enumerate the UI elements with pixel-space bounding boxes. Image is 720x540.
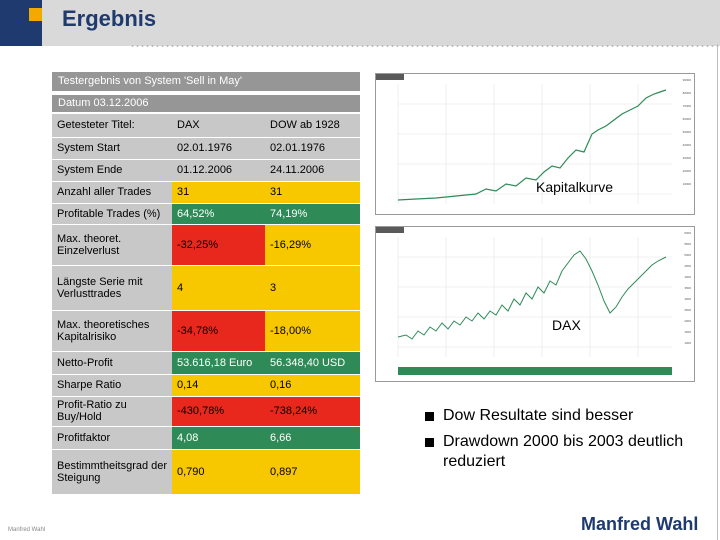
row-value-dax: -34,78% [172, 310, 265, 352]
y-tick: 4000 [684, 275, 691, 279]
row-value-dax: 0,790 [172, 449, 265, 495]
row-value-dax: -430,78% [172, 396, 265, 427]
row-value-dow: 56.348,40 USD [265, 351, 360, 375]
row-value-dow: -738,24% [265, 396, 360, 427]
row-label: Profitfaktor [52, 426, 172, 450]
row-label: Netto-Profit [52, 351, 172, 375]
bullet-text: Drawdown 2000 bis 2003 deutlich reduzier… [443, 433, 684, 470]
table-date: Datum 03.12.2006 [52, 95, 360, 112]
dax-chart: 6000 5500 5000 4500 4000 3500 3000 2500 … [375, 226, 695, 382]
table-row: Anzahl aller Trades 31 31 [52, 181, 360, 204]
row-value-dow: 6,66 [265, 426, 360, 450]
y-tick: 1500 [684, 330, 691, 334]
row-value-dax: DAX [172, 114, 265, 138]
page-title: Ergebnis [62, 6, 157, 31]
row-label: Getesteter Titel: [52, 114, 172, 138]
table-row: Profit-Ratio zu Buy/Hold -430,78% -738,2… [52, 396, 360, 427]
table-row: Profitfaktor 4,08 6,66 [52, 426, 360, 450]
y-tick: 1000 [684, 341, 691, 345]
bullet-list: Dow Resultate sind besser Drawdown 2000 … [425, 406, 693, 478]
results-table: Getesteter Titel: DAX DOW ab 1928 System… [52, 114, 360, 495]
row-value-dax: -32,25% [172, 224, 265, 266]
row-value-dow: 24.11.2006 [265, 159, 360, 182]
row-value-dow: 02.01.1976 [265, 137, 360, 160]
row-value-dax: 4,08 [172, 426, 265, 450]
table-row: Max. theoretisches Kapitalrisiko -34,78%… [52, 310, 360, 352]
equity-curve-label: Kapitalkurve [536, 179, 614, 195]
row-value-dow: 74,19% [265, 203, 360, 225]
row-label: Profitable Trades (%) [52, 203, 172, 225]
bullet-item: Drawdown 2000 bis 2003 deutlich reduzier… [425, 432, 693, 472]
y-tick: 6000 [684, 231, 691, 235]
y-tick: 10000 [682, 182, 691, 186]
row-value-dow: 31 [265, 181, 360, 204]
dax-plot [397, 237, 672, 375]
y-tick: 70000 [682, 104, 691, 108]
y-tick: 5000 [684, 253, 691, 257]
row-label: Anzahl aller Trades [52, 181, 172, 204]
bullet-text: Dow Resultate sind besser [443, 407, 634, 424]
row-label: System Ende [52, 159, 172, 182]
equity-curve-chart: 90000 80000 70000 60000 50000 40000 3000… [375, 73, 695, 215]
row-value-dax: 01.12.2006 [172, 159, 265, 182]
row-value-dow: -18,00% [265, 310, 360, 352]
y-tick: 40000 [682, 143, 691, 147]
y-tick: 3000 [684, 297, 691, 301]
row-value-dow: 0,897 [265, 449, 360, 495]
row-value-dax: 02.01.1976 [172, 137, 265, 160]
row-label: Profit-Ratio zu Buy/Hold [52, 396, 172, 427]
y-tick: 20000 [682, 169, 691, 173]
row-label: System Start [52, 137, 172, 160]
row-value-dax: 53.616,18 Euro [172, 351, 265, 375]
right-divider [717, 44, 718, 540]
y-tick: 2500 [684, 308, 691, 312]
bullet-square-icon [425, 412, 434, 421]
logo-square-blue [0, 0, 42, 46]
y-tick: 2000 [684, 319, 691, 323]
dax-label: DAX [552, 317, 581, 333]
table-row: System Start 02.01.1976 02.01.1976 [52, 137, 360, 160]
table-row: Netto-Profit 53.616,18 Euro 56.348,40 US… [52, 351, 360, 375]
row-label: Max. theoretisches Kapitalrisiko [52, 310, 172, 352]
y-tick: 50000 [682, 130, 691, 134]
row-value-dax: 31 [172, 181, 265, 204]
y-tick: 90000 [682, 78, 691, 82]
y-tick: 80000 [682, 91, 691, 95]
y-tick: 30000 [682, 156, 691, 160]
y-tick: 60000 [682, 117, 691, 121]
table-caption: Testergebnis von System 'Sell in May' [52, 72, 360, 91]
table-row: Max. theoret. Einzelverlust -32,25% -16,… [52, 224, 360, 266]
row-label: Bestimmtheitsgrad der Steigung [52, 449, 172, 495]
y-tick: 5500 [684, 242, 691, 246]
author-signature: Manfred Wahl [581, 514, 699, 534]
table-row: Längste Serie mit Verlusttrades 4 3 [52, 265, 360, 311]
header-bar: Ergebnis [0, 0, 720, 46]
footer-text: Manfred Wahl [8, 527, 46, 533]
table-row: Sharpe Ratio 0,14 0,16 [52, 374, 360, 397]
table-row: System Ende 01.12.2006 24.11.2006 [52, 159, 360, 182]
table-row: Profitable Trades (%) 64,52% 74,19% [52, 203, 360, 225]
chart-header [376, 227, 404, 233]
row-value-dow: DOW ab 1928 [265, 114, 360, 138]
table-row: Getesteter Titel: DAX DOW ab 1928 [52, 114, 360, 138]
dotted-divider [130, 44, 720, 48]
row-value-dax: 0,14 [172, 374, 265, 397]
equity-curve-plot [397, 84, 672, 204]
bullet-square-icon [425, 438, 434, 447]
logo-square-orange [29, 8, 42, 21]
row-value-dax: 64,52% [172, 203, 265, 225]
row-value-dax: 4 [172, 265, 265, 311]
row-value-dow: 0,16 [265, 374, 360, 397]
y-tick: 4500 [684, 264, 691, 268]
bullet-item: Dow Resultate sind besser [425, 406, 693, 426]
row-label: Max. theoret. Einzelverlust [52, 224, 172, 266]
chart-header [376, 74, 404, 80]
y-tick: 3500 [684, 286, 691, 290]
row-value-dow: 3 [265, 265, 360, 311]
row-value-dow: -16,29% [265, 224, 360, 266]
row-label: Längste Serie mit Verlusttrades [52, 265, 172, 311]
row-label: Sharpe Ratio [52, 374, 172, 397]
table-row: Bestimmtheitsgrad der Steigung 0,790 0,8… [52, 449, 360, 495]
